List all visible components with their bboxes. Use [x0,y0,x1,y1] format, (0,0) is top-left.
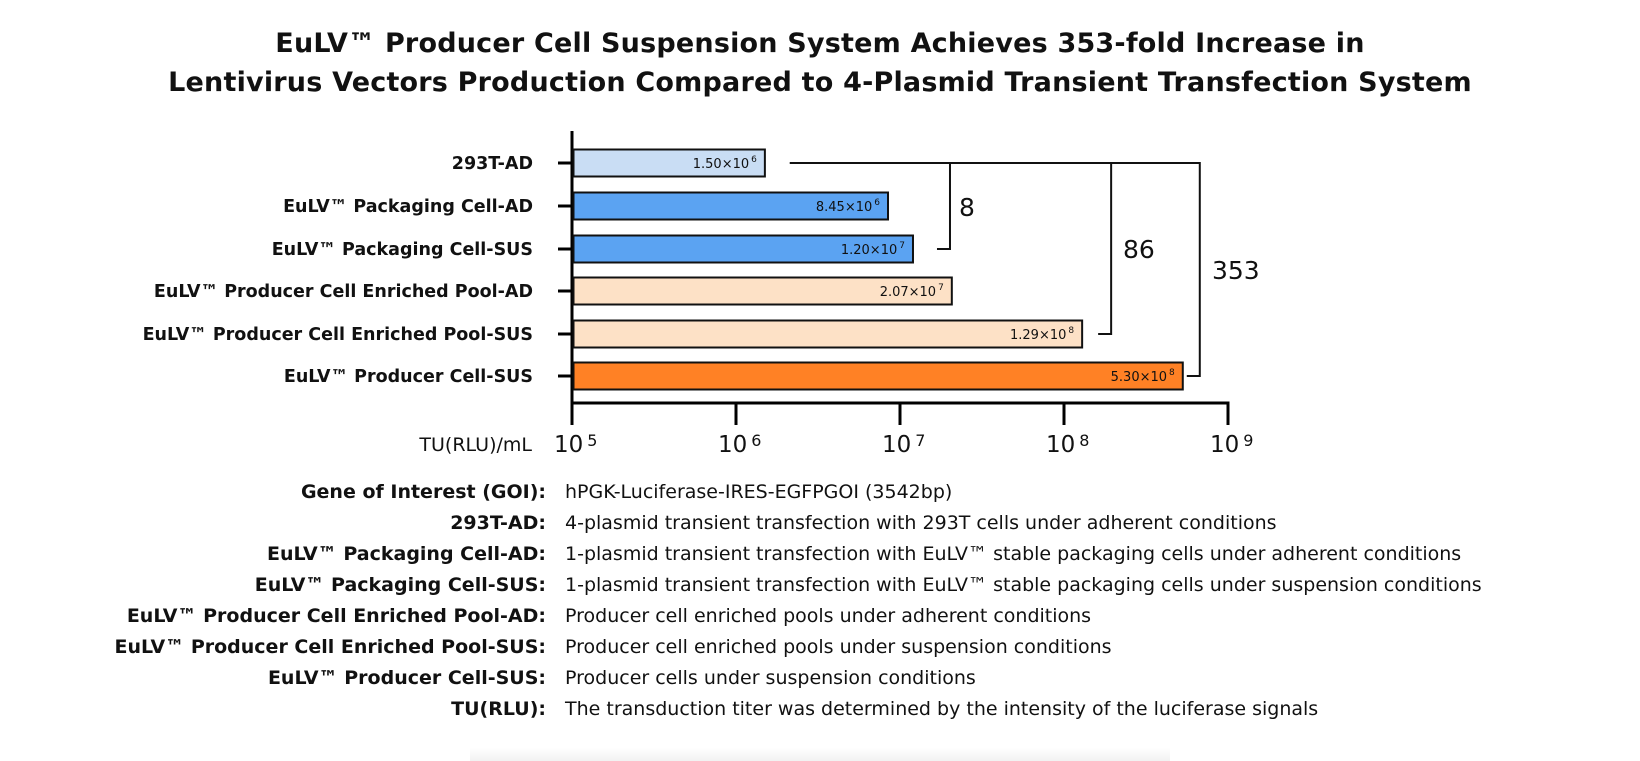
legend-definition: Producer cell enriched pools under suspe… [565,636,1112,658]
category-label: EuLV™ Packaging Cell-AD [283,197,533,217]
legend-row: Gene of Interest (GOI): hPGK-Luciferase-I… [0,481,1640,512]
legend-definition: 1-plasmid transient transfection with Eu… [565,543,1462,565]
category-label: EuLV™ Producer Cell Enriched Pool-SUS [143,325,533,345]
bar [572,276,953,306]
legend-term: Gene of Interest (GOI): [300,481,546,503]
bar-chart: 10 5 10 6 10 7 10 8 10 9 TU(RLU)/mL 293T-AD 1.50×10 6… [143,131,1260,458]
legend-definition: The transduction titer was determined by… [565,698,1319,720]
x-tick-label: 10 9 [1210,431,1253,458]
chart-title-line-2: Lentivirus Vectors Production Compared t… [168,67,1472,98]
bar-value-label: 8.45×10 6 [816,198,880,215]
bar [572,234,914,264]
bar-value-label: 1.29×10 8 [1010,326,1074,343]
legend-definition: Producer cell enriched pools under adher… [565,605,1092,627]
category-label: EuLV™ Producer Cell-SUS [284,367,533,387]
fold-change-label: 353 [1212,256,1260,285]
chart-title-line-1: EuLV™ Producer Cell Suspension System Ac… [275,28,1365,59]
bar [572,191,890,221]
bar-value-label: 1.20×10 7 [841,241,905,258]
category-label: EuLV™ Packaging Cell-SUS [272,240,533,260]
legend-row: EuLV™ Packaging Cell-SUS: 1-plasmid trans… [0,574,1640,605]
bar [572,361,1184,391]
bar-value-label: 1.50×10 6 [693,155,757,172]
legend-row: EuLV™ Packaging Cell-AD: 1-plasmid transi… [0,543,1640,574]
legend-term: EuLV™ Producer Cell Enriched Pool-AD: [126,605,546,627]
legend-row: EuLV™ Producer Cell Enriched Pool-AD: Pro… [0,605,1640,636]
category-label: EuLV™ Producer Cell Enriched Pool-AD [154,282,533,302]
legend-term: EuLV™ Packaging Cell-SUS: [254,574,546,596]
legend-term: 293T-AD: [450,512,546,534]
fold-change-label: 86 [1123,235,1155,264]
bar [572,148,766,178]
bar [572,319,1084,349]
legend-definition: Producer cells under suspension conditio… [565,667,976,689]
category-label: 293T-AD [452,154,533,174]
legend-row: EuLV™ Producer Cell-SUS: Producer cells u… [0,667,1640,698]
legend-term: EuLV™ Producer Cell-SUS: [267,667,546,689]
bar-value-label: 2.07×10 7 [880,283,944,300]
bottom-fade [470,748,1170,761]
x-tick-label: 10 6 [718,431,761,458]
x-tick-label: 10 7 [882,431,925,458]
fold-change-label: 8 [959,193,975,222]
legend-definition: 1-plasmid transient transfection with Eu… [565,574,1482,596]
x-tick-label: 10 5 [554,431,597,458]
legend-row: TU(RLU): The transduction titer was deter… [0,698,1640,729]
bar-value-label: 5.30×10 8 [1111,368,1175,385]
fold-change-bracket [789,162,1201,377]
x-axis-title: TU(RLU)/mL [418,434,532,456]
legend-term: TU(RLU): [451,698,546,720]
legend-term: EuLV™ Packaging Cell-AD: [267,543,546,565]
x-tick-label: 10 8 [1046,431,1089,458]
legend-row: EuLV™ Producer Cell Enriched Pool-SUS: Pr… [0,636,1640,667]
legend-row: 293T-AD: 4-plasmid transient transfection… [0,512,1640,543]
legend-definition: hPGK-Luciferase-IRES-EGFPGOI (3542bp) [565,481,953,503]
legend-definition: 4-plasmid transient transfection with 29… [565,512,1277,534]
legend-term: EuLV™ Producer Cell Enriched Pool-SUS: [114,636,547,658]
